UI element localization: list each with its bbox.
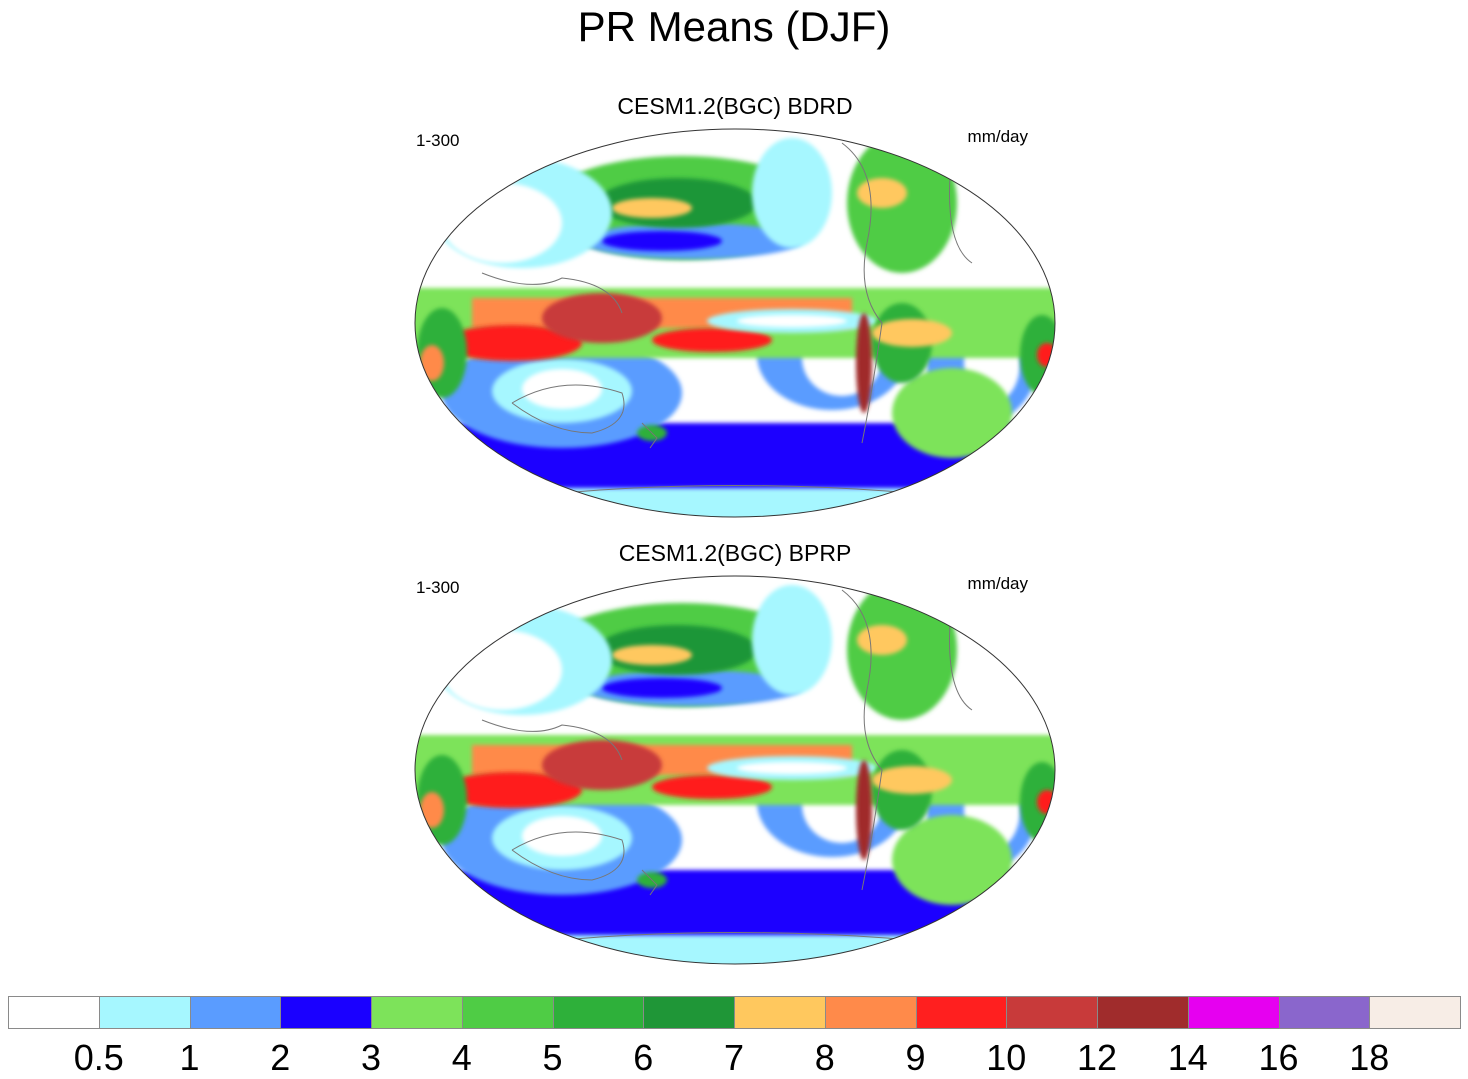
colorbar-swatch	[1278, 996, 1370, 1029]
colorbar-tick-label: 1	[179, 1037, 200, 1078]
colorbar-tick-label: 18	[1349, 1037, 1390, 1078]
panel-units-label: mm/day	[967, 127, 1028, 146]
panel-units-label: mm/day	[967, 574, 1028, 593]
colorbar-swatch	[643, 996, 735, 1029]
colorbar-tick-label: 5	[542, 1037, 563, 1078]
colorbar-swatch	[824, 996, 916, 1029]
colorbar-swatch	[734, 996, 826, 1029]
map-panel-bprp: CESM1.2(BGC) BPRP 1-300 mm/day	[412, 540, 1058, 970]
precip-field	[415, 576, 1055, 964]
map-panel-bdrd: CESM1.2(BGC) BDRD 1-300 mm/day	[412, 93, 1058, 523]
colorbar-swatch	[1187, 996, 1279, 1029]
colorbar-tick-label: 3	[360, 1037, 382, 1078]
colorbar	[8, 996, 1461, 1031]
panel-title: CESM1.2(BGC) BDRD	[617, 93, 853, 119]
colorbar-swatch	[280, 996, 372, 1029]
panel-years-label: 1-300	[416, 131, 460, 150]
colorbar-tick-label: 10	[986, 1037, 1027, 1078]
coastlines	[481, 142, 973, 494]
panel-years-label: 1-300	[416, 578, 460, 597]
colorbar-tick-label: 7	[723, 1037, 745, 1078]
colorbar-swatch	[98, 996, 190, 1029]
colorbar-tick-label: 0.5	[73, 1037, 124, 1078]
colorbar-tick-label: 8	[814, 1037, 835, 1078]
colorbar-tick-label: 12	[1076, 1037, 1118, 1078]
colorbar-tick-label: 16	[1258, 1037, 1299, 1078]
colorbar-swatch	[371, 996, 463, 1029]
colorbar-swatch	[1369, 996, 1461, 1029]
precip-map	[414, 575, 1056, 965]
colorbar-tick-label: 4	[451, 1037, 472, 1078]
colorbar-swatch	[552, 996, 644, 1029]
colorbar-swatch	[1006, 996, 1098, 1029]
precip-map	[414, 128, 1056, 518]
colorbar-swatch	[915, 996, 1007, 1029]
colorbar-tick-label: 2	[270, 1037, 291, 1078]
colorbar-swatch	[461, 996, 553, 1029]
map-border	[414, 575, 1056, 965]
panel-title: CESM1.2(BGC) BPRP	[618, 540, 852, 566]
precip-field	[415, 129, 1055, 517]
colorbar-swatch	[1097, 996, 1189, 1029]
map-border	[414, 128, 1056, 518]
figure-title: PR Means (DJF)	[577, 3, 891, 50]
colorbar-swatch	[8, 996, 100, 1029]
colorbar-tick-label: 14	[1167, 1037, 1208, 1078]
colorbar-swatch	[189, 996, 281, 1029]
colorbar-tick-label: 6	[633, 1037, 654, 1078]
colorbar-tick-label: 9	[905, 1037, 926, 1078]
